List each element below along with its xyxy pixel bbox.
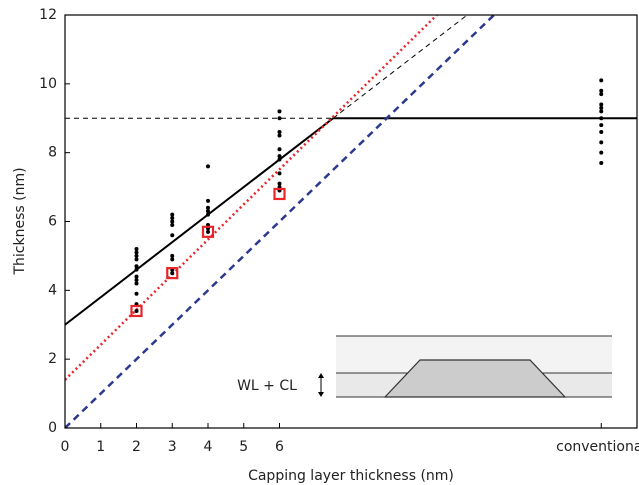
line [65, 15, 438, 381]
dot [599, 88, 604, 93]
line [332, 15, 468, 119]
dot [599, 109, 604, 114]
x-tick-label: conventional [556, 439, 639, 455]
dot [170, 216, 175, 221]
y-axis-label: Thickness (nm) [12, 167, 28, 275]
x-tick-label: 5 [239, 439, 248, 455]
x-tick-label: 2 [132, 439, 141, 455]
dot [170, 271, 175, 276]
y-tick-label: 10 [39, 76, 57, 92]
dot [206, 198, 210, 203]
x-tick-label: 6 [275, 439, 284, 455]
y-tick-label: 6 [48, 214, 57, 230]
dot [134, 267, 139, 272]
dot [134, 250, 139, 255]
dot [599, 102, 604, 107]
inset-arrowhead [318, 373, 324, 378]
dot [170, 233, 175, 238]
dot [599, 78, 604, 83]
x-tick-label: 4 [204, 439, 213, 455]
dot [134, 253, 139, 258]
dot [277, 171, 282, 176]
dot [170, 253, 175, 258]
dot [170, 212, 175, 217]
dot [277, 130, 282, 135]
dot [170, 222, 175, 227]
dot [134, 257, 139, 262]
inset: WL + CL [237, 335, 612, 398]
inset-dot [383, 359, 567, 398]
dot [134, 264, 139, 269]
dot [277, 181, 282, 186]
square-marker [130, 304, 143, 318]
dot [277, 109, 282, 114]
dot [170, 219, 175, 224]
dot [599, 160, 604, 165]
dot [599, 116, 604, 121]
dot [599, 150, 604, 155]
inset-label: WL + CL [237, 378, 297, 394]
dot [277, 154, 282, 159]
y-tick-label: 0 [48, 420, 57, 436]
x-tick-label: 0 [61, 439, 70, 455]
square-marker [166, 267, 179, 280]
dot [206, 229, 210, 234]
dot [134, 281, 139, 286]
dot [277, 133, 282, 138]
dot [134, 274, 139, 279]
x-tick-label: 1 [96, 439, 105, 455]
dot [599, 130, 604, 135]
dot [277, 147, 282, 152]
square-marker [201, 225, 215, 238]
y-tick-label: 8 [48, 145, 57, 161]
x-tick-label: 3 [168, 439, 177, 455]
dot [134, 278, 139, 283]
dot [599, 123, 604, 128]
dot [599, 140, 604, 145]
y-tick-label: 2 [48, 351, 57, 367]
dot [134, 308, 139, 313]
dot [206, 212, 210, 217]
dot [134, 247, 139, 252]
y-tick-label: 4 [48, 282, 57, 298]
dot [170, 257, 175, 262]
dot [599, 105, 604, 110]
line [65, 15, 495, 428]
dot [206, 209, 210, 214]
y-tick-label: 12 [39, 7, 57, 23]
dot [599, 92, 604, 97]
x-axis-label: Capping layer thickness (nm) [248, 468, 454, 484]
dot [206, 205, 210, 210]
dot [206, 164, 210, 169]
dot [277, 157, 282, 162]
plot-lines [65, 15, 637, 428]
dot [277, 116, 282, 121]
dot [134, 291, 139, 296]
square-marker [273, 187, 286, 201]
inset-arrowhead [318, 392, 324, 397]
